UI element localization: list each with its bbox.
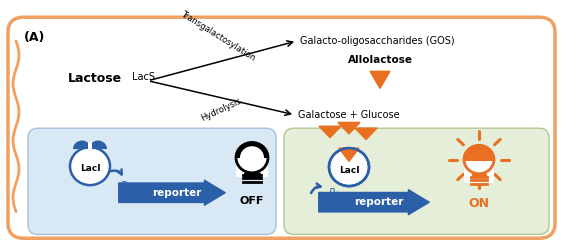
Text: Galactose + Glucose: Galactose + Glucose <box>298 110 400 120</box>
Text: LacS: LacS <box>132 72 155 82</box>
Polygon shape <box>236 158 268 177</box>
Text: reporter: reporter <box>153 188 202 198</box>
Text: Allolactose: Allolactose <box>347 55 413 65</box>
Polygon shape <box>464 161 494 183</box>
Text: LacI: LacI <box>80 164 100 173</box>
Polygon shape <box>370 71 390 88</box>
Text: OFF: OFF <box>240 196 264 206</box>
Polygon shape <box>339 148 359 161</box>
FancyArrowPatch shape <box>311 183 320 193</box>
Polygon shape <box>88 142 92 152</box>
Text: (A): (A) <box>24 31 46 44</box>
Text: $_{tac}$: $_{tac}$ <box>335 189 346 198</box>
FancyBboxPatch shape <box>28 128 276 234</box>
Circle shape <box>240 146 264 169</box>
Polygon shape <box>319 126 341 138</box>
Wedge shape <box>73 140 91 149</box>
Text: Transgalactosylation: Transgalactosylation <box>178 9 256 63</box>
Polygon shape <box>338 122 360 134</box>
Polygon shape <box>355 128 377 139</box>
Bar <box>472 174 486 177</box>
Circle shape <box>329 148 369 186</box>
Circle shape <box>236 142 268 173</box>
FancyArrowPatch shape <box>319 190 429 215</box>
Circle shape <box>464 145 494 174</box>
Text: Hydrolysis: Hydrolysis <box>200 96 243 123</box>
Text: Galacto-oligosaccharides (GOS): Galacto-oligosaccharides (GOS) <box>300 36 455 46</box>
Wedge shape <box>89 140 107 149</box>
Text: $P$: $P$ <box>328 186 336 198</box>
FancyBboxPatch shape <box>284 128 549 234</box>
Circle shape <box>70 147 110 185</box>
Text: LacI: LacI <box>339 166 359 175</box>
FancyArrowPatch shape <box>111 169 122 174</box>
Text: $P$: $P$ <box>120 179 128 191</box>
Text: reporter: reporter <box>354 197 404 207</box>
Text: Lactose: Lactose <box>68 72 122 85</box>
Text: $_{tac}$: $_{tac}$ <box>127 182 138 191</box>
FancyBboxPatch shape <box>8 17 555 238</box>
Bar <box>244 173 260 177</box>
Text: ON: ON <box>468 198 489 210</box>
FancyArrowPatch shape <box>119 180 225 205</box>
